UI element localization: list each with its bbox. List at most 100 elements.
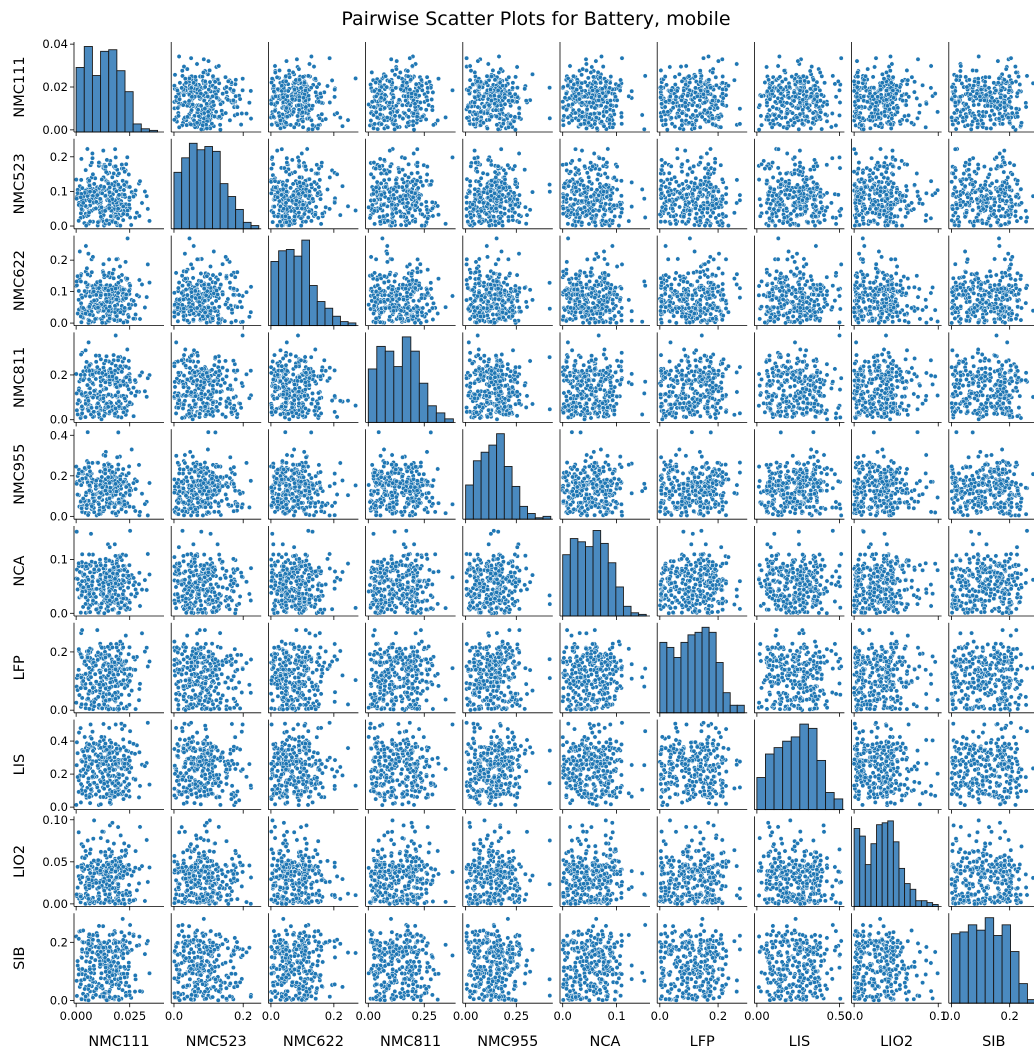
- scatter-point: [103, 209, 107, 213]
- scatter-point: [333, 201, 337, 205]
- scatter-point: [511, 81, 515, 85]
- scatter-point: [300, 151, 304, 155]
- scatter-point: [808, 87, 812, 91]
- scatter-point: [145, 194, 149, 198]
- scatter-point: [487, 103, 491, 107]
- scatter-point: [383, 106, 387, 110]
- scatter-point: [597, 94, 601, 98]
- scatter-point: [984, 93, 988, 97]
- scatter-point: [798, 88, 802, 92]
- scatter-point: [912, 80, 916, 84]
- scatter-point: [416, 186, 420, 190]
- scatter-point: [316, 191, 320, 195]
- scatter-point: [865, 100, 869, 104]
- scatter-point: [315, 171, 319, 175]
- scatter-point: [785, 151, 789, 155]
- scatter-point: [232, 88, 236, 92]
- scatter-point: [839, 56, 843, 60]
- scatter-point: [285, 115, 289, 119]
- scatter-point: [692, 164, 696, 168]
- scatter-point: [668, 222, 672, 226]
- scatter-point: [601, 157, 605, 161]
- scatter-point: [566, 208, 570, 212]
- scatter-point: [107, 206, 111, 210]
- scatter-point: [686, 108, 690, 112]
- scatter-point: [303, 194, 307, 198]
- scatter-point: [372, 160, 376, 164]
- scatter-point: [773, 223, 777, 227]
- scatter-point: [290, 158, 294, 162]
- scatter-point: [295, 114, 299, 118]
- scatter-point: [523, 205, 527, 209]
- scatter-point: [659, 220, 663, 224]
- scatter-point: [759, 203, 763, 207]
- scatter-point: [478, 195, 482, 199]
- scatter-point: [683, 148, 687, 152]
- scatter-point: [602, 114, 606, 118]
- scatter-point: [664, 185, 668, 189]
- scatter-point: [472, 156, 476, 160]
- scatter-point: [856, 80, 860, 84]
- scatter-point: [410, 179, 414, 183]
- scatter-point: [964, 75, 968, 79]
- scatter-point: [589, 187, 593, 191]
- scatter-point: [291, 110, 295, 114]
- scatter-point: [411, 195, 415, 199]
- scatter-point: [102, 185, 106, 189]
- scatter-point: [907, 95, 911, 99]
- scatter-point: [579, 73, 583, 77]
- scatter-point: [297, 98, 301, 102]
- scatter-point: [412, 151, 416, 155]
- scatter-point: [496, 164, 500, 168]
- scatter-point: [499, 108, 503, 112]
- scatter-point: [968, 92, 972, 96]
- scatter-point: [391, 95, 395, 99]
- scatter-point: [374, 94, 378, 98]
- scatter-point: [327, 207, 331, 211]
- scatter-point: [877, 115, 881, 119]
- scatter-point: [468, 110, 472, 114]
- scatter-point: [406, 121, 410, 125]
- scatter-point: [388, 101, 392, 105]
- scatter-point: [202, 57, 206, 61]
- scatter-point: [958, 95, 962, 99]
- scatter-point: [1006, 115, 1010, 119]
- scatter-point: [813, 214, 817, 218]
- scatter-point: [394, 207, 398, 211]
- scatter-point: [488, 189, 492, 193]
- scatter-point: [184, 81, 188, 85]
- scatter-point: [471, 202, 475, 206]
- scatter-point: [97, 160, 101, 164]
- scatter-point: [392, 197, 396, 201]
- scatter-point: [497, 54, 501, 58]
- scatter-point: [579, 207, 583, 211]
- scatter-point: [591, 88, 595, 92]
- scatter-point: [231, 98, 235, 102]
- scatter-point: [596, 70, 600, 74]
- scatter-point: [275, 148, 279, 152]
- scatter-point: [201, 70, 205, 74]
- scatter-point: [465, 201, 469, 205]
- scatter-point: [580, 199, 584, 203]
- scatter-point: [719, 125, 723, 129]
- pairplot-grid: 0.000.020.04NMC1110.00.10.2NMC5230.00.10…: [12, 37, 1034, 1050]
- scatter-point: [874, 56, 878, 60]
- scatter-point: [138, 179, 142, 183]
- scatter-point: [482, 105, 486, 109]
- scatter-point: [801, 108, 805, 112]
- scatter-point: [602, 213, 606, 217]
- scatter-point: [524, 99, 528, 103]
- scatter-point: [929, 64, 933, 68]
- scatter-point: [297, 108, 301, 112]
- scatter-point: [880, 72, 884, 76]
- scatter-point: [998, 95, 1002, 99]
- scatter-point: [475, 79, 479, 83]
- scatter-point: [906, 78, 910, 82]
- scatter-point: [496, 127, 500, 131]
- scatter-point: [595, 198, 599, 202]
- scatter-point: [990, 96, 994, 100]
- scatter-point: [954, 78, 958, 82]
- scatter-point: [410, 91, 414, 95]
- scatter-point: [485, 126, 489, 130]
- scatter-point: [411, 123, 415, 127]
